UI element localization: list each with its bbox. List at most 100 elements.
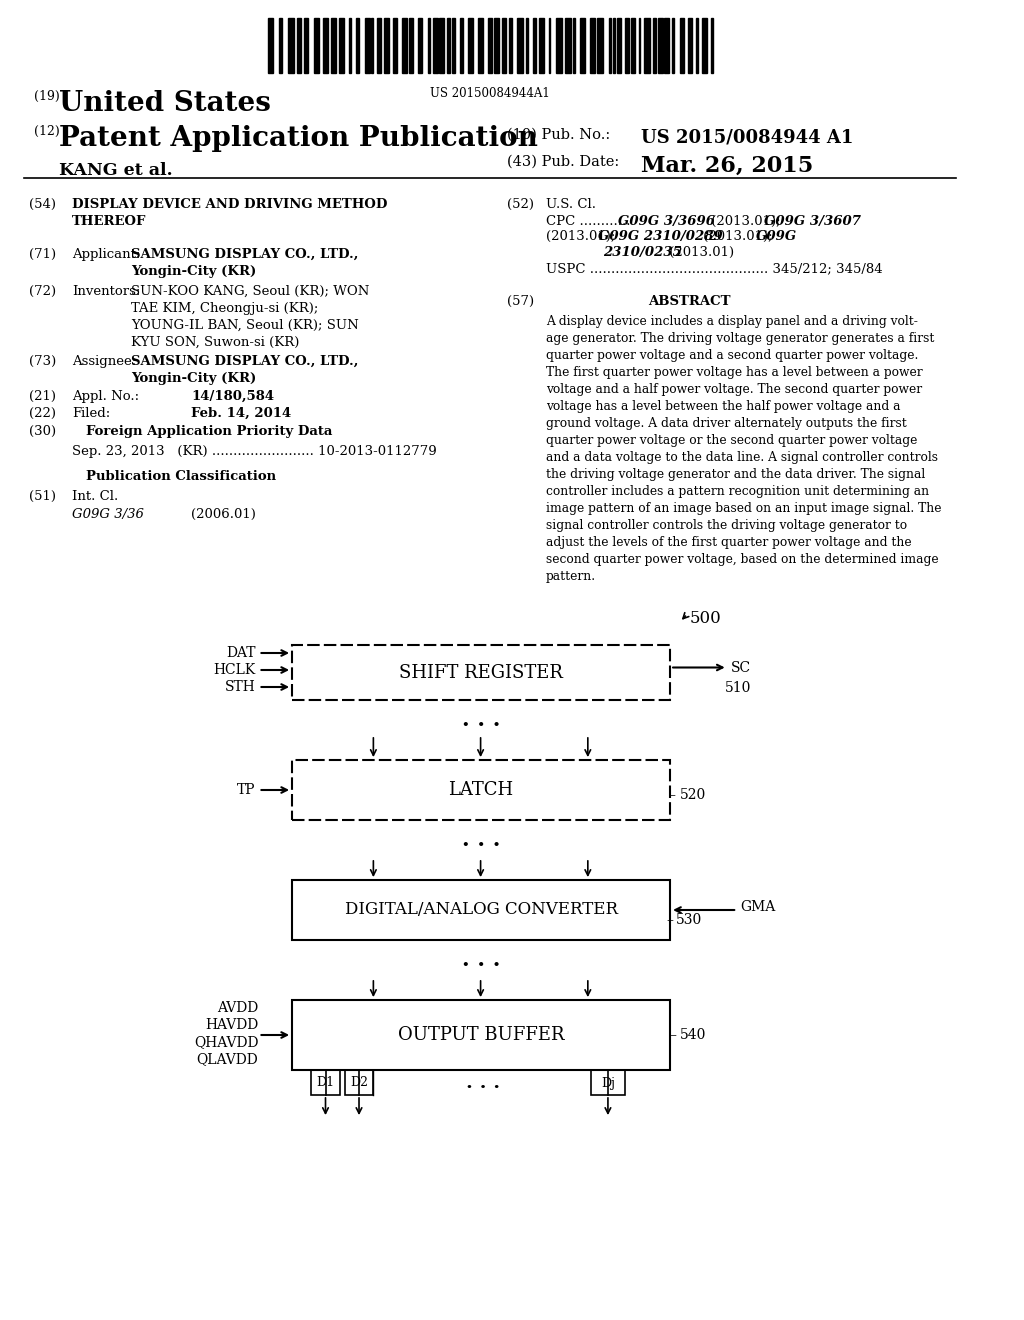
Bar [581, 18, 585, 73]
Text: –: – [666, 913, 673, 927]
Bar [292, 880, 670, 940]
Text: G09G 3/36: G09G 3/36 [72, 508, 143, 521]
Text: STH: STH [225, 680, 256, 694]
Text: . . .: . . . [466, 1074, 501, 1092]
Bar [428, 18, 430, 73]
Bar [672, 18, 674, 73]
Text: (73): (73) [29, 355, 56, 368]
Bar [478, 18, 482, 73]
Text: 2310/0235: 2310/0235 [603, 246, 682, 259]
Text: . . .: . . . [462, 829, 501, 851]
Bar [372, 18, 374, 73]
Bar [377, 18, 381, 73]
Text: (30): (30) [29, 425, 56, 438]
Text: (21): (21) [29, 389, 55, 403]
Bar [494, 18, 499, 73]
Bar [402, 18, 407, 73]
Bar [419, 18, 422, 73]
Text: HAVDD: HAVDD [205, 1018, 258, 1032]
Text: Dj: Dj [601, 1077, 615, 1089]
Bar [488, 18, 493, 73]
Text: (22): (22) [29, 407, 55, 420]
Bar [502, 18, 507, 73]
Text: Mar. 26, 2015: Mar. 26, 2015 [641, 154, 814, 177]
Text: Appl. No.:: Appl. No.: [72, 389, 139, 403]
Text: (2006.01): (2006.01) [191, 508, 256, 521]
Bar [323, 18, 329, 73]
Bar [653, 18, 655, 73]
Text: HCLK: HCLK [213, 663, 256, 677]
Text: D2: D2 [350, 1077, 368, 1089]
Bar [701, 18, 708, 73]
Bar [384, 18, 389, 73]
Text: QHAVDD: QHAVDD [194, 1035, 258, 1049]
Text: Applicant:: Applicant: [72, 248, 140, 261]
Text: Assignee:: Assignee: [72, 355, 136, 368]
Bar [631, 18, 635, 73]
Text: QLAVDD: QLAVDD [197, 1052, 258, 1067]
Text: SUN-KOO KANG, Seoul (KR); WON
TAE KIM, Cheongju-si (KR);
YOUNG-IL BAN, Seoul (KR: SUN-KOO KANG, Seoul (KR); WON TAE KIM, C… [131, 285, 370, 348]
Bar [314, 18, 318, 73]
Text: Foreign Application Priority Data: Foreign Application Priority Data [86, 425, 333, 438]
Bar [573, 18, 575, 73]
Bar [509, 18, 512, 73]
Bar [626, 18, 629, 73]
Text: (51): (51) [29, 490, 55, 503]
Text: (72): (72) [29, 285, 56, 298]
Text: A display device includes a display panel and a driving volt-
age generator. The: A display device includes a display pane… [546, 315, 941, 583]
Text: 530: 530 [676, 913, 702, 927]
Bar [292, 645, 670, 700]
Text: USPC .......................................... 345/212; 345/84: USPC ...................................… [546, 261, 883, 275]
Text: Filed:: Filed: [72, 407, 110, 420]
Text: KANG et al.: KANG et al. [59, 162, 173, 180]
Bar [597, 18, 603, 73]
Text: G09G 2310/0289: G09G 2310/0289 [598, 230, 723, 243]
Text: 520: 520 [680, 788, 706, 803]
Text: SAMSUNG DISPLAY CO., LTD.,
Yongin-City (KR): SAMSUNG DISPLAY CO., LTD., Yongin-City (… [131, 248, 358, 279]
Text: . . .: . . . [462, 949, 501, 972]
Text: 540: 540 [680, 1028, 707, 1041]
Text: CPC ............: CPC ............ [546, 215, 635, 228]
Bar [349, 18, 351, 73]
Text: SHIFT REGISTER: SHIFT REGISTER [399, 664, 563, 681]
Text: Inventors:: Inventors: [72, 285, 140, 298]
Bar [639, 18, 640, 73]
Text: LATCH: LATCH [449, 781, 514, 799]
Text: TP: TP [238, 783, 256, 797]
Text: Publication Classification: Publication Classification [86, 470, 276, 483]
Bar [439, 18, 444, 73]
Bar [447, 18, 450, 73]
Text: SC: SC [730, 660, 751, 675]
Text: U.S. Cl.: U.S. Cl. [546, 198, 596, 211]
Bar [665, 18, 670, 73]
Bar [556, 18, 562, 73]
Text: ABSTRACT: ABSTRACT [648, 294, 730, 308]
Text: –: – [669, 1028, 676, 1041]
Bar [688, 18, 692, 73]
Bar [297, 18, 301, 73]
Text: (12): (12) [34, 125, 59, 139]
Bar [565, 18, 570, 73]
Text: Patent Application Publication: Patent Application Publication [59, 125, 539, 152]
Bar [657, 18, 663, 73]
Bar [452, 18, 455, 73]
Bar [696, 18, 698, 73]
Text: Int. Cl.: Int. Cl. [72, 490, 118, 503]
Bar [331, 18, 336, 73]
Bar [279, 18, 283, 73]
Text: (2013.01): (2013.01) [666, 246, 734, 259]
Text: –: – [668, 788, 675, 803]
Text: (71): (71) [29, 248, 56, 261]
Bar [288, 18, 294, 73]
Bar [712, 18, 714, 73]
Text: 500: 500 [689, 610, 721, 627]
Text: Feb. 14, 2014: Feb. 14, 2014 [191, 407, 292, 420]
Bar [539, 18, 544, 73]
Bar [292, 760, 670, 820]
Text: (43) Pub. Date:: (43) Pub. Date: [508, 154, 620, 169]
Text: US 20150084944A1: US 20150084944A1 [430, 87, 550, 100]
Text: G09G 3/3607: G09G 3/3607 [764, 215, 861, 228]
Text: Sep. 23, 2013   (KR) ........................ 10-2013-0112779: Sep. 23, 2013 (KR) .....................… [72, 445, 436, 458]
Bar [644, 18, 650, 73]
Bar [525, 18, 528, 73]
